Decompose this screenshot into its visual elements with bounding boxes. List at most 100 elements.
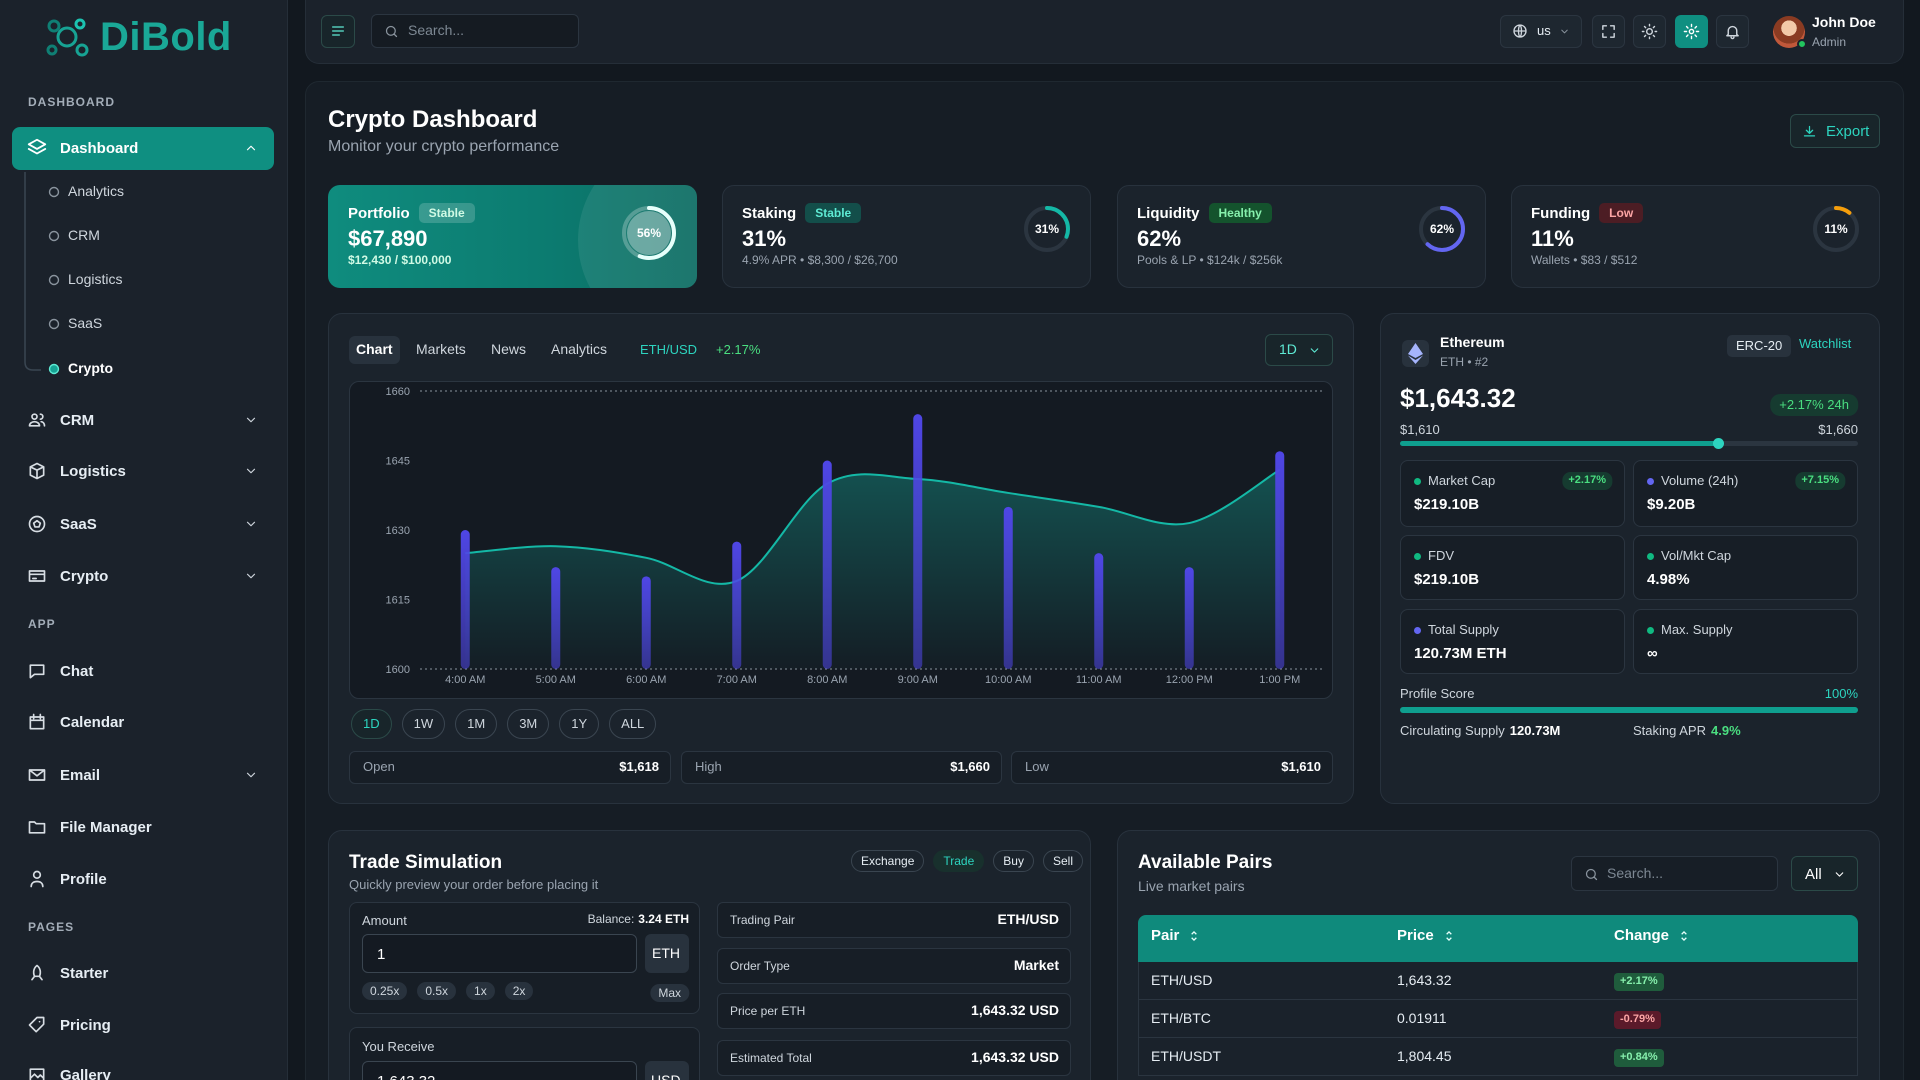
page-title: Crypto Dashboard — [328, 106, 538, 134]
price-chart: 1600 1615 1630 1645 1660 4:00 AM 5:00 AM 6:00 A… — [386, 386, 1325, 686]
pairs-search[interactable] — [1571, 856, 1778, 891]
icon-shape — [28, 769, 46, 781]
icon-shape — [1641, 23, 1658, 40]
submenu-bullet — [48, 230, 60, 242]
metric-box — [1400, 535, 1625, 600]
range-button[interactable]: 3M — [507, 709, 550, 739]
menu-item[interactable]: Logistics — [60, 462, 126, 480]
multiplier-button[interactable]: 1x — [466, 982, 495, 1000]
metric-dot — [1414, 478, 1421, 485]
submenu-item[interactable]: Crypto — [68, 360, 114, 377]
trade-mode[interactable]: Trade — [933, 850, 985, 872]
menu-item[interactable]: SaaS — [60, 515, 97, 533]
price-line — [465, 468, 1281, 585]
range-button[interactable]: 1Y — [559, 709, 600, 739]
volume-bar — [460, 530, 470, 669]
menu-item-active[interactable] — [12, 127, 274, 170]
icon-shape — [27, 138, 47, 155]
trade-mode[interactable]: Buy — [993, 850, 1034, 872]
column-header[interactable]: Price — [1397, 927, 1456, 944]
icon-shape — [28, 413, 46, 427]
progress-ring: 11% — [1813, 206, 1859, 252]
menu-item[interactable]: Pricing — [60, 1016, 111, 1034]
amount-unit: ETH — [652, 945, 680, 962]
icon — [28, 1016, 45, 1033]
receive-unit-box — [645, 1061, 689, 1080]
header-button[interactable] — [1675, 15, 1708, 48]
max-button[interactable]: Max — [650, 983, 689, 1003]
chart-tab[interactable]: Chart — [356, 341, 393, 358]
timeframe-select[interactable] — [1265, 334, 1333, 366]
eth-diamond — [1408, 343, 1423, 364]
icon — [246, 573, 256, 579]
submenu-item[interactable]: SaaS — [68, 315, 103, 332]
ring-label: 62% — [1430, 222, 1454, 236]
pairs-title: Available Pairs — [1138, 851, 1273, 873]
menu-item[interactable]: Profile — [60, 870, 107, 888]
multiplier-button[interactable]: 0.25x — [362, 982, 408, 1000]
receive-input[interactable] — [362, 1061, 637, 1080]
chart-tab[interactable]: Analytics — [551, 341, 608, 358]
field-value: ETH/USD — [997, 911, 1059, 928]
metric-change: +2.17% — [1562, 472, 1612, 490]
tab-active-bg — [349, 336, 400, 364]
multiplier-button[interactable]: 0.5x — [417, 982, 457, 1000]
menu-item[interactable]: Calendar — [60, 713, 125, 731]
icon — [1560, 29, 1568, 33]
icon — [29, 462, 45, 480]
range-button[interactable]: 1W — [401, 709, 446, 739]
sort-shape — [1191, 930, 1198, 941]
icon-shape — [1726, 25, 1739, 40]
range-button[interactable]: 1M — [455, 709, 498, 739]
submenu-item[interactable]: Logistics — [68, 271, 123, 288]
chart-tab[interactable]: Markets — [416, 341, 466, 358]
search-input[interactable] — [371, 14, 579, 48]
icon-shape — [1560, 29, 1568, 33]
icon-shape — [28, 1016, 45, 1033]
card-detail: $12,430 / $100,000 — [348, 252, 452, 267]
submenu-item[interactable]: CRM — [68, 227, 100, 244]
menu-item[interactable]: Starter — [60, 964, 109, 982]
coin-tag[interactable]: Watchlist — [1799, 335, 1852, 351]
icon-shape — [29, 713, 45, 730]
pairs-filter[interactable] — [1791, 856, 1858, 891]
amount-input[interactable] — [362, 934, 637, 973]
menu-item[interactable]: Crypto — [60, 567, 109, 585]
x-tick-label: 4:00 AM — [445, 674, 485, 686]
icon-shape — [31, 964, 43, 981]
submenu-bullet — [48, 363, 60, 375]
bullet — [48, 186, 60, 198]
range-button[interactable]: 1D — [351, 709, 392, 739]
metric-box — [1633, 609, 1858, 674]
bullet — [48, 230, 60, 242]
metric-value: $219.10B — [1414, 570, 1480, 588]
x-tick-label: 9:00 AM — [898, 674, 938, 686]
header-button[interactable] — [1716, 15, 1749, 48]
pair-cell: ETH/BTC — [1151, 1010, 1211, 1027]
multiplier-button[interactable]: 2x — [504, 982, 534, 1000]
export-button[interactable] — [1790, 114, 1880, 148]
menu-item[interactable]: Chat — [60, 662, 94, 680]
column-title: Change — [1614, 927, 1670, 944]
trade-mode[interactable]: Exchange — [851, 850, 925, 872]
field-value: Market — [1013, 957, 1059, 974]
header-button[interactable] — [1633, 15, 1666, 48]
menu-item[interactable]: File Manager — [60, 818, 152, 836]
submenu-bullet — [48, 186, 60, 198]
range-button[interactable]: ALL — [609, 709, 657, 739]
column-header[interactable]: Change — [1614, 927, 1691, 944]
menu-item[interactable]: Email — [60, 766, 101, 784]
chart-tab[interactable]: News — [491, 341, 527, 358]
menu-item[interactable]: CRM — [60, 411, 95, 429]
x-tick-label: 10:00 AM — [985, 674, 1031, 686]
table-row — [1138, 1000, 1858, 1038]
header-button[interactable] — [1592, 15, 1625, 48]
amount-value: 1 — [377, 945, 386, 963]
trade-mode[interactable]: Sell — [1042, 850, 1083, 872]
menu-item[interactable]: Gallery — [60, 1066, 111, 1080]
icon-shape — [246, 468, 256, 474]
submenu-item[interactable]: Analytics — [68, 183, 125, 200]
change-pill: +2.17% — [1614, 973, 1664, 991]
field-value: 1,643.32 USD — [971, 1049, 1059, 1066]
column-header[interactable]: Pair — [1151, 927, 1201, 944]
